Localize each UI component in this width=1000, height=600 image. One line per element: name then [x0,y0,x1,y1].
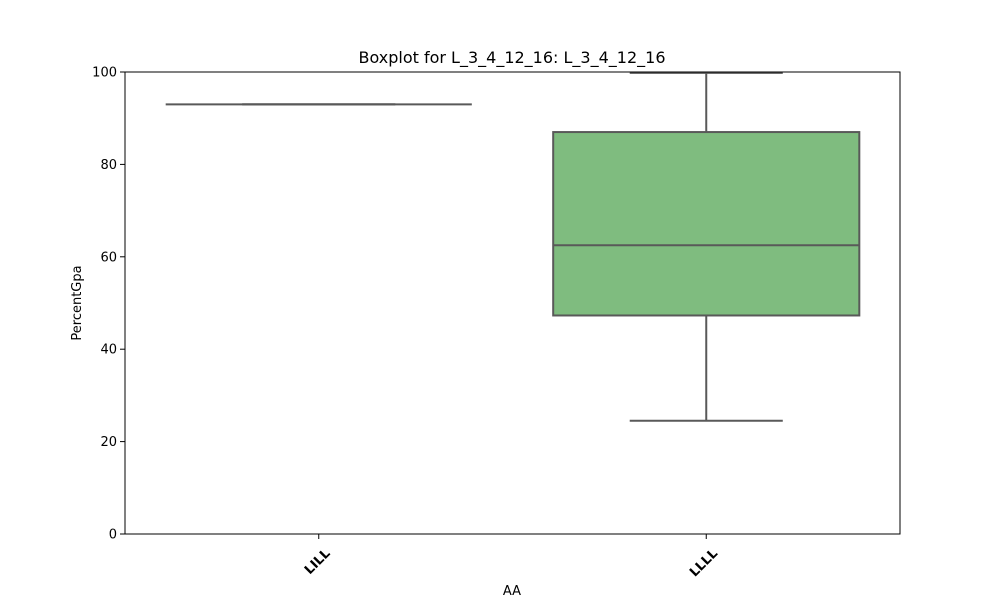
y-tick-label: 0 [109,528,117,543]
y-tick-label: 100 [92,66,117,81]
y-tick-label: 80 [100,158,117,173]
x-tick-label: LLLL [687,546,721,580]
x-tick-label: LILL [302,546,334,578]
plot-frame [124,71,901,535]
box-iqr [552,131,861,317]
y-tick-label: 40 [100,343,117,358]
y-axis-ticks: 0 20 40 60 80 100 [92,66,125,543]
box-llll [552,71,861,422]
box-series [165,71,861,422]
x-axis-ticks: LILL LLLL [302,534,721,580]
y-tick-label: 60 [100,250,117,265]
y-tick-label: 20 [100,435,117,450]
y-axis-label: PercentGpa [70,265,85,340]
x-axis-label: AA [503,584,521,599]
chart-title: Boxplot for L_3_4_12_16: L_3_4_12_16 [358,48,665,68]
